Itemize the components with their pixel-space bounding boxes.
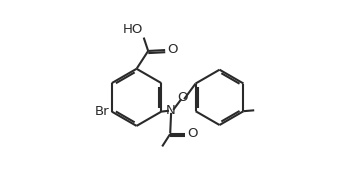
Text: Br: Br bbox=[95, 105, 109, 118]
Text: O: O bbox=[187, 128, 198, 140]
Text: N: N bbox=[166, 104, 176, 117]
Text: HO: HO bbox=[122, 23, 143, 36]
Text: O: O bbox=[167, 43, 178, 56]
Text: O: O bbox=[177, 91, 188, 104]
